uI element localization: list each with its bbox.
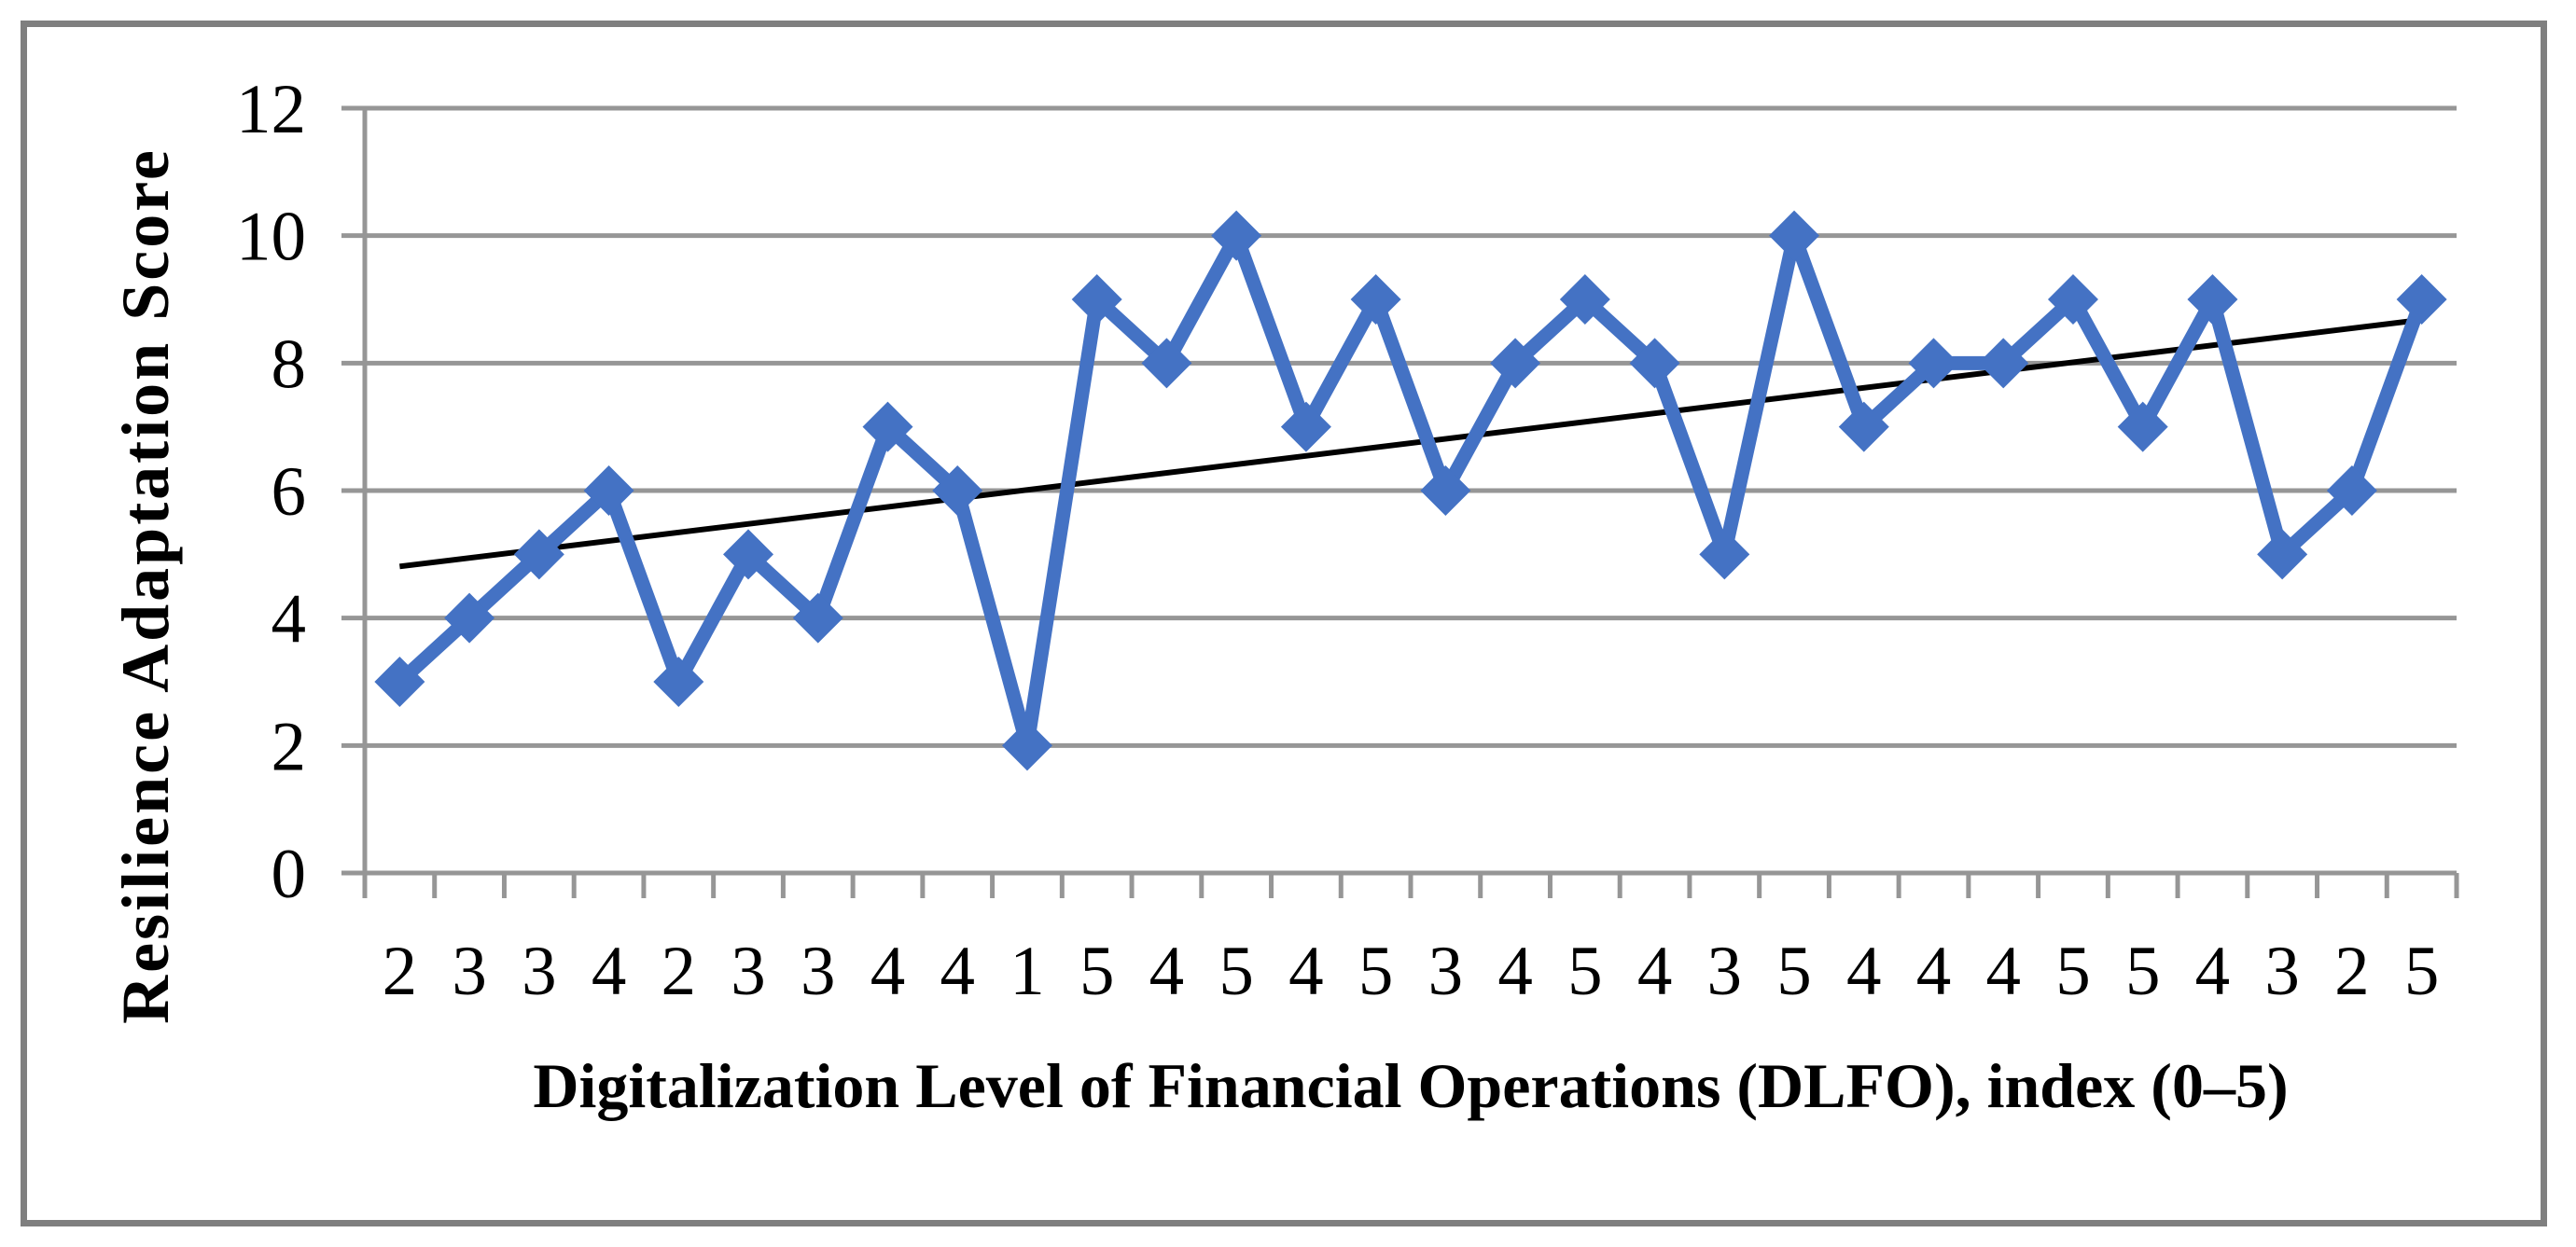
y-tick-label-2: 2 xyxy=(272,708,307,785)
data-point-marker-23 xyxy=(1908,338,1959,389)
x-tick-label-13: 5 xyxy=(1218,933,1254,1010)
data-point-marker-18 xyxy=(1559,274,1610,326)
data-point-marker-19 xyxy=(1629,338,1680,389)
x-tick-label-4: 4 xyxy=(592,933,627,1010)
x-tick-label-23: 4 xyxy=(1916,933,1952,1010)
gridlines-group xyxy=(365,105,2457,876)
x-axis-title: Digitalization Level of Financial Operat… xyxy=(533,1050,2288,1121)
x-tick-label-30: 5 xyxy=(2404,933,2440,1010)
y-tick-label-6: 6 xyxy=(272,453,307,531)
data-point-marker-13 xyxy=(1211,210,1262,261)
data-point-marker-7 xyxy=(792,592,843,644)
y-tick-label-12: 12 xyxy=(236,71,306,148)
data-point-marker-24 xyxy=(1978,338,2029,389)
y-tick-label-10: 10 xyxy=(236,199,306,276)
figure-border xyxy=(21,21,2547,1226)
x-tick-label-21: 5 xyxy=(1776,933,1812,1010)
x-tick-label-20: 3 xyxy=(1707,933,1743,1010)
data-point-marker-10 xyxy=(1001,720,1052,771)
data-point-marker-17 xyxy=(1490,338,1541,389)
x-tick-label-2: 3 xyxy=(452,933,487,1010)
x-tick-label-16: 3 xyxy=(1428,933,1464,1010)
data-point-marker-16 xyxy=(1420,465,1471,517)
data-point-marker-25 xyxy=(2047,274,2098,326)
x-tick-label-28: 3 xyxy=(2264,933,2300,1010)
x-tick-label-5: 2 xyxy=(661,933,697,1010)
x-tick-label-9: 4 xyxy=(940,933,975,1010)
x-tick-label-7: 3 xyxy=(801,933,836,1010)
x-tick-label-26: 5 xyxy=(2125,933,2161,1010)
series-line xyxy=(392,229,2430,753)
x-tick-label-24: 4 xyxy=(1985,933,2021,1010)
data-point-marker-11 xyxy=(1071,274,1122,326)
x-tick-label-6: 3 xyxy=(731,933,766,1010)
data-point-marker-1 xyxy=(374,657,425,708)
x-tick-label-3: 3 xyxy=(522,933,557,1010)
data-series-group xyxy=(374,210,2447,771)
data-point-marker-4 xyxy=(583,465,634,517)
trendline xyxy=(399,316,2422,570)
x-tick-label-27: 4 xyxy=(2195,933,2231,1010)
x-tick-label-11: 5 xyxy=(1079,933,1115,1010)
data-point-marker-30 xyxy=(2396,274,2447,326)
data-point-marker-21 xyxy=(1769,210,1820,261)
data-point-marker-8 xyxy=(862,401,913,452)
x-tick-label-29: 2 xyxy=(2334,933,2370,1010)
x-tick-label-12: 4 xyxy=(1149,933,1185,1010)
data-point-marker-12 xyxy=(1141,338,1192,389)
y-tick-label-4: 4 xyxy=(272,581,307,658)
x-tick-label-8: 4 xyxy=(870,933,906,1010)
data-point-marker-22 xyxy=(1838,401,1889,452)
data-point-marker-5 xyxy=(653,657,704,708)
data-point-marker-9 xyxy=(932,465,983,517)
data-point-marker-15 xyxy=(1350,274,1401,326)
data-point-marker-29 xyxy=(2326,465,2377,517)
data-point-marker-27 xyxy=(2187,274,2238,326)
y-axis-title: Resilience Adaptation Score xyxy=(108,147,183,1024)
x-tick-label-22: 4 xyxy=(1846,933,1882,1010)
x-tick-label-15: 5 xyxy=(1358,933,1394,1010)
x-tick-label-14: 4 xyxy=(1288,933,1324,1010)
data-point-marker-20 xyxy=(1699,529,1750,580)
data-point-marker-6 xyxy=(723,529,774,580)
x-tick-label-17: 4 xyxy=(1497,933,1533,1010)
trendline-group xyxy=(399,316,2422,570)
data-point-marker-26 xyxy=(2117,401,2168,452)
y-tick-label-8: 8 xyxy=(272,326,307,403)
y-tick-label-0: 0 xyxy=(272,836,307,913)
data-point-marker-2 xyxy=(444,592,495,644)
x-tick-label-18: 5 xyxy=(1567,933,1603,1010)
data-point-marker-14 xyxy=(1280,401,1331,452)
x-tick-label-1: 2 xyxy=(383,933,418,1010)
x-tick-label-19: 4 xyxy=(1637,933,1673,1010)
data-point-marker-3 xyxy=(513,529,564,580)
data-point-marker-28 xyxy=(2257,529,2308,580)
x-tick-label-25: 5 xyxy=(2055,933,2091,1010)
x-tick-label-10: 1 xyxy=(1010,933,1045,1010)
ticks-group xyxy=(341,105,2459,898)
